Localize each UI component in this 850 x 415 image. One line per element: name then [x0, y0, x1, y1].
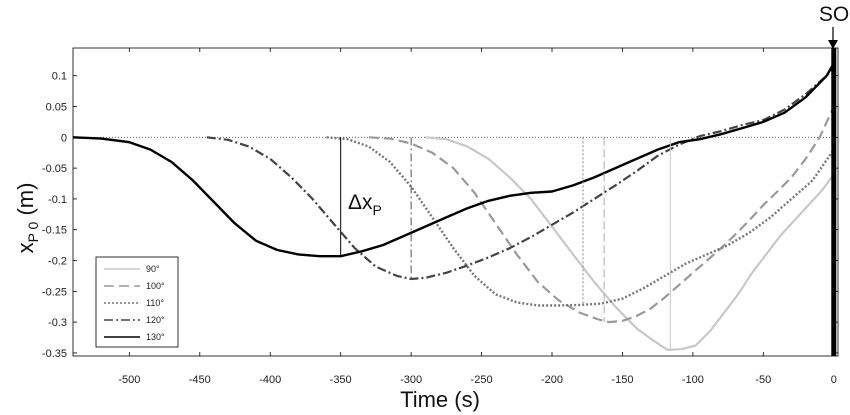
y-tick-label: -0.05	[42, 163, 67, 175]
delta-label-subscript: P	[373, 202, 382, 218]
series-layer	[72, 62, 835, 351]
y-axis-title: xP 0 (m)	[13, 183, 41, 254]
x-axis-title: Time (s)	[400, 387, 480, 412]
series-line-1	[425, 136, 835, 351]
x-tick-label: -50	[755, 374, 771, 386]
x-tick-label: -100	[682, 374, 704, 386]
y-axis-ticks: 0.1 0.05 0 -0.05 -0.1 -0.15 -0.2 -0.25 -0.3 -0.35	[42, 71, 838, 360]
plot-frame	[72, 47, 839, 357]
y-axis-title-unit: (m)	[13, 183, 38, 222]
legend-label: 120°	[146, 315, 165, 325]
y-tick-label: -0.35	[42, 348, 67, 360]
x-tick-label: -250	[471, 374, 493, 386]
series-line-5	[72, 62, 835, 258]
marker-layer	[340, 48, 837, 356]
series-line-4	[206, 65, 835, 281]
x-tick-label: -400	[259, 374, 281, 386]
legend: 90° 100° 110° 120° 130°	[95, 256, 179, 348]
x-tick-label: -350	[330, 374, 352, 386]
series-line-2	[368, 106, 835, 324]
delta-label: ΔxP	[348, 191, 382, 218]
x-tick-label: -300	[400, 374, 422, 386]
legend-label: 110°	[146, 298, 164, 308]
x-tick-label: -150	[611, 374, 633, 386]
x-tick-label: -500	[118, 374, 140, 386]
so-label: SO	[819, 3, 849, 26]
y-axis-title-main: x	[13, 242, 38, 253]
annotations: SO ΔxP	[348, 3, 849, 218]
y-tick-label: -0.1	[48, 194, 67, 206]
legend-box	[95, 256, 179, 348]
x-tick-label: -450	[189, 374, 211, 386]
x-axis-ticks: -500 -450 -400 -350 -300 -250 -200 -150 -100 -50 0	[118, 48, 837, 386]
y-tick-label: -0.15	[42, 225, 67, 237]
x-tick-label: 0	[831, 374, 837, 386]
legend-label: 130°	[146, 332, 165, 342]
y-tick-label: -0.3	[48, 317, 67, 329]
legend-label: 90°	[146, 264, 160, 274]
so-arrow	[828, 27, 838, 49]
plot-area	[72, 47, 839, 357]
y-tick-label: -0.25	[42, 286, 67, 298]
legend-label: 100°	[146, 281, 165, 291]
y-tick-label: 0.05	[46, 102, 67, 114]
y-tick-label: -0.2	[48, 256, 67, 268]
y-tick-label: 0	[61, 132, 67, 144]
y-axis-title-subscript: P 0	[25, 221, 41, 242]
x-tick-label: -200	[541, 374, 563, 386]
delta-label-main: Δx	[348, 191, 373, 214]
y-tick-label: 0.1	[52, 71, 67, 83]
